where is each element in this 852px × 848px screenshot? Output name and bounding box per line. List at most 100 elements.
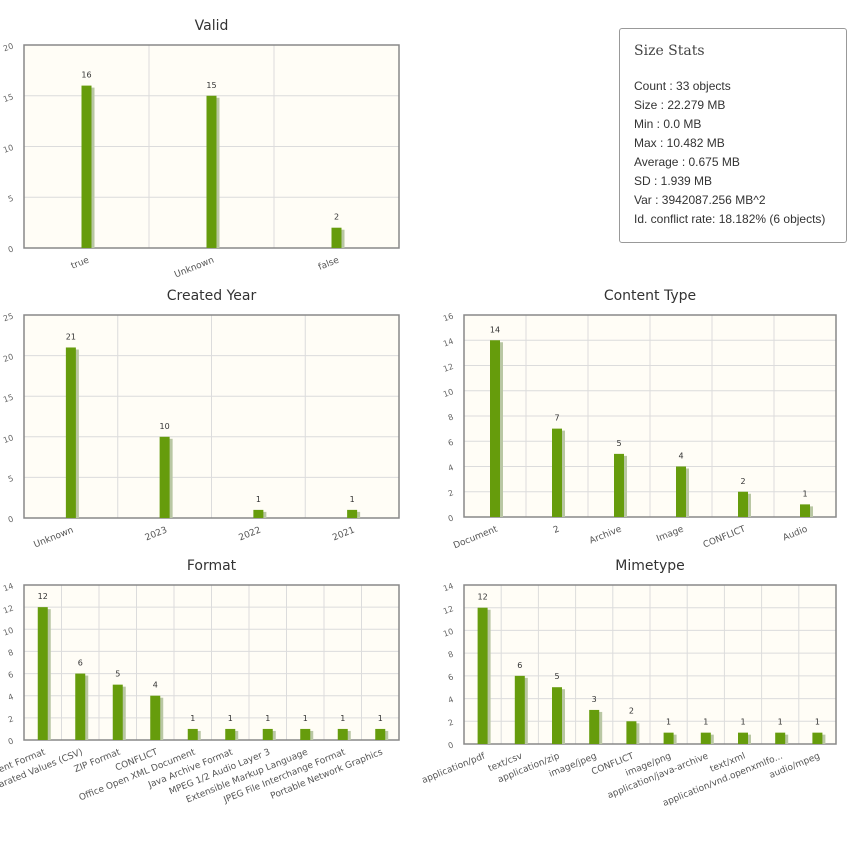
mimetype-bar bbox=[775, 732, 786, 744]
created-year-y-tick-label: 20 bbox=[2, 352, 15, 364]
valid-data-label: 2 bbox=[334, 213, 339, 222]
format-y-tick-label: 10 bbox=[2, 626, 15, 638]
format-bar bbox=[150, 695, 161, 740]
mimetype-bar bbox=[663, 732, 674, 744]
created-year-y-tick-label: 25 bbox=[2, 311, 15, 323]
format-bar bbox=[112, 684, 123, 740]
created-year-chart-title: Created Year bbox=[166, 288, 257, 304]
format-data-label: 1 bbox=[340, 714, 345, 723]
valid-y-tick-label: 0 bbox=[7, 244, 15, 254]
content-type-bar bbox=[614, 453, 624, 517]
format-data-label: 6 bbox=[78, 659, 83, 668]
stat-conflict-rate: Id. conflict rate: 18.182% (6 objects) bbox=[634, 212, 826, 226]
format-data-label: 5 bbox=[115, 670, 120, 679]
mimetype-bar bbox=[700, 732, 711, 744]
mimetype-data-label: 1 bbox=[666, 718, 671, 727]
mimetype-data-label: 1 bbox=[778, 718, 783, 727]
mimetype-y-tick-label: 14 bbox=[442, 581, 455, 593]
valid-y-tick-label: 20 bbox=[2, 41, 15, 53]
mimetype-y-tick-label: 2 bbox=[447, 718, 455, 728]
format-data-label: 1 bbox=[190, 714, 195, 723]
mimetype-bar bbox=[477, 607, 488, 744]
valid-y-tick-label: 15 bbox=[2, 92, 15, 104]
mimetype-data-label: 2 bbox=[629, 706, 634, 715]
valid-chart-title: Valid bbox=[194, 18, 229, 34]
created-year-data-label: 21 bbox=[66, 332, 76, 341]
format-data-label: 1 bbox=[303, 714, 308, 723]
content-type-data-label: 5 bbox=[616, 439, 621, 448]
mimetype-bar bbox=[626, 721, 637, 744]
mimetype-data-label: 5 bbox=[554, 672, 559, 681]
stat-average: Average : 0.675 MB bbox=[634, 155, 740, 169]
created-year-y-tick-label: 0 bbox=[7, 514, 15, 524]
size-stats-panel: Size Stats Count : 33 objects Size : 22.… bbox=[619, 28, 847, 243]
content-type-y-tick-label: 10 bbox=[442, 387, 455, 399]
content-type-chart-title: Content Type bbox=[603, 288, 697, 304]
valid-data-label: 16 bbox=[81, 71, 91, 80]
created-year-data-label: 1 bbox=[256, 495, 261, 504]
mimetype-bar bbox=[514, 675, 525, 744]
format-bar bbox=[187, 728, 198, 740]
content-type-data-label: 4 bbox=[678, 452, 683, 461]
mimetype-frame bbox=[463, 584, 837, 745]
mimetype-bar bbox=[552, 687, 562, 744]
created-year-bar bbox=[253, 509, 264, 518]
stat-sd: SD : 1.939 MB bbox=[634, 174, 713, 188]
size-stats-title: Size Stats bbox=[634, 43, 705, 59]
format-y-tick-label: 12 bbox=[2, 604, 15, 616]
stat-size: Size : 22.279 MB bbox=[634, 98, 726, 112]
content-type-data-label: 14 bbox=[490, 325, 500, 334]
format-y-tick-label: 4 bbox=[7, 692, 15, 702]
valid-y-tick-label: 10 bbox=[2, 143, 15, 155]
valid-y-tick-label: 5 bbox=[7, 194, 15, 204]
content-type-y-tick-label: 6 bbox=[447, 438, 455, 448]
format-y-tick-label: 8 bbox=[7, 648, 15, 658]
format-frame bbox=[23, 584, 400, 741]
created-year-data-label: 1 bbox=[350, 495, 355, 504]
format-bar bbox=[262, 728, 273, 740]
mimetype-bar bbox=[589, 709, 600, 744]
created-year-data-label: 10 bbox=[160, 422, 170, 431]
format-bar bbox=[75, 673, 86, 740]
content-type-bar bbox=[738, 491, 748, 517]
created-year-y-tick-label: 15 bbox=[2, 393, 15, 405]
created-year-frame bbox=[23, 314, 400, 519]
valid-bar bbox=[206, 95, 217, 248]
stat-var: Var : 3942087.256 MB^2 bbox=[634, 193, 766, 207]
format-bar bbox=[375, 728, 386, 740]
content-type-y-tick-label: 14 bbox=[442, 337, 455, 349]
content-type-y-tick-label: 16 bbox=[442, 311, 455, 323]
format-y-tick-label: 0 bbox=[7, 736, 15, 746]
stat-max: Max : 10.482 MB bbox=[634, 136, 725, 150]
mimetype-data-label: 1 bbox=[740, 718, 745, 727]
content-type-bar bbox=[490, 340, 500, 517]
mimetype-bar bbox=[812, 732, 823, 744]
format-bar bbox=[37, 607, 48, 740]
content-type-bar bbox=[800, 504, 810, 517]
mimetype-data-label: 6 bbox=[517, 661, 522, 670]
valid-bar bbox=[81, 85, 92, 248]
mimetype-bar bbox=[738, 732, 748, 744]
content-type-y-tick-label: 12 bbox=[442, 362, 455, 374]
mimetype-y-tick-label: 0 bbox=[447, 740, 455, 750]
stat-min: Min : 0.0 MB bbox=[634, 117, 702, 131]
mimetype-y-tick-label: 8 bbox=[447, 650, 455, 660]
content-type-data-label: 1 bbox=[802, 489, 807, 498]
content-type-y-tick-label: 2 bbox=[447, 488, 455, 498]
mimetype-y-tick-label: 12 bbox=[442, 604, 455, 616]
mimetype-y-tick-label: 6 bbox=[447, 672, 455, 682]
content-type-y-tick-label: 8 bbox=[447, 412, 455, 422]
content-type-bar bbox=[552, 428, 562, 517]
mimetype-data-label: 1 bbox=[703, 718, 708, 727]
format-data-label: 1 bbox=[378, 714, 383, 723]
created-year-bar bbox=[347, 509, 358, 518]
content-type-y-tick-label: 0 bbox=[447, 513, 455, 523]
mimetype-data-label: 12 bbox=[478, 593, 488, 602]
valid-data-label: 15 bbox=[206, 81, 216, 90]
valid-bar bbox=[331, 227, 342, 248]
content-type-frame bbox=[463, 314, 837, 518]
format-bar bbox=[225, 728, 236, 740]
content-type-data-label: 7 bbox=[554, 414, 559, 423]
